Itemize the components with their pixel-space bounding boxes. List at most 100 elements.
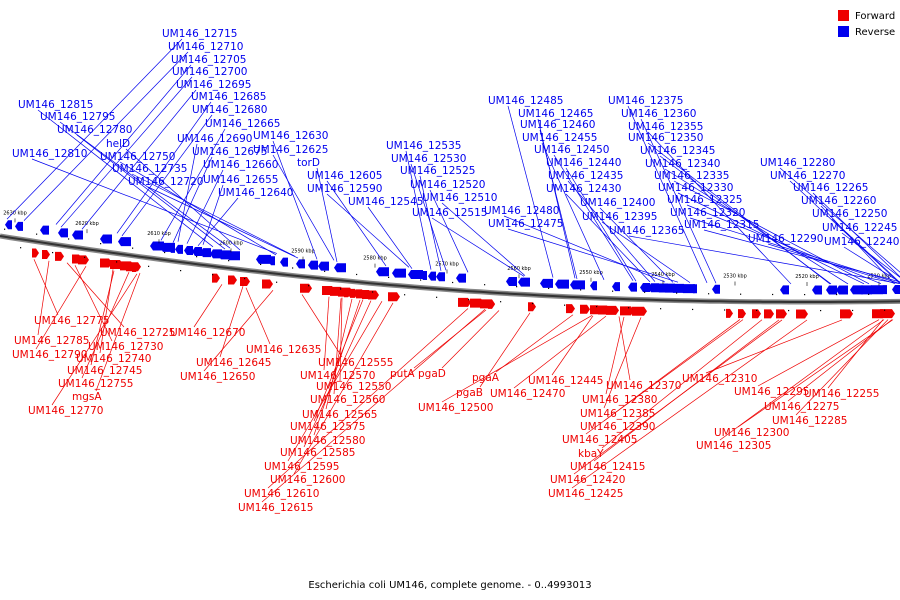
reverse-gene[interactable] [628,282,637,292]
reverse-gene-label[interactable]: UM146_12780 [57,124,132,136]
forward-gene-label[interactable]: UM146_12285 [772,415,847,427]
forward-gene-label[interactable]: UM146_12310 [682,373,757,385]
forward-gene-label[interactable]: UM146_12550 [316,381,391,393]
forward-gene-label[interactable]: UM146_12785 [14,335,89,347]
forward-gene[interactable] [300,283,312,293]
reverse-gene-label[interactable]: UM146_12720 [128,176,203,188]
forward-gene-label[interactable]: pgaA [472,372,500,384]
forward-gene[interactable] [344,288,351,298]
reverse-gene-label[interactable]: UM146_12480 [484,205,559,217]
reverse-gene[interactable] [200,248,211,258]
reverse-gene[interactable] [836,285,848,295]
forward-gene-label[interactable]: UM146_12390 [580,421,655,433]
reverse-gene[interactable] [168,243,175,253]
forward-gene[interactable] [566,304,575,314]
forward-gene-label[interactable]: UM146_12445 [528,375,603,387]
reverse-gene-label[interactable]: UM146_12330 [658,182,733,194]
forward-gene[interactable] [840,309,853,319]
reverse-gene[interactable] [150,241,164,251]
reverse-gene[interactable] [192,247,202,257]
reverse-gene[interactable] [540,278,553,288]
reverse-gene-label[interactable]: UM146_12265 [793,182,868,194]
forward-gene[interactable] [880,309,895,319]
reverse-gene[interactable] [812,285,822,295]
forward-gene[interactable] [580,304,590,314]
forward-gene[interactable] [55,251,64,261]
reverse-gene-label[interactable]: UM146_12485 [488,95,563,107]
reverse-gene-label[interactable]: UM146_12795 [40,111,115,123]
forward-gene-label[interactable]: UM146_12565 [302,409,377,421]
reverse-gene-label[interactable]: UM146_12245 [822,222,897,234]
reverse-gene-label[interactable]: UM146_12690 [177,133,252,145]
reverse-gene[interactable] [780,285,789,295]
forward-gene-label[interactable]: UM146_12255 [804,388,879,400]
reverse-gene-label[interactable]: UM146_12685 [191,91,266,103]
forward-gene-label[interactable]: UM146_12415 [570,461,645,473]
reverse-gene[interactable] [680,284,695,294]
forward-gene[interactable] [528,302,536,312]
reverse-gene-label[interactable]: UM146_12590 [307,183,382,195]
reverse-gene-label[interactable]: UM146_12605 [307,170,382,182]
reverse-gene[interactable] [880,285,887,295]
forward-gene-label[interactable]: UM146_12770 [28,405,103,417]
reverse-gene-label[interactable]: UM146_12705 [171,54,246,66]
reverse-gene-label[interactable]: UM146_12320 [670,207,745,219]
reverse-gene-label[interactable]: UM146_12665 [205,118,280,130]
forward-gene-label[interactable]: UM146_12600 [270,474,345,486]
forward-gene-label[interactable]: pgaD [418,368,446,380]
reverse-gene[interactable] [256,254,271,264]
forward-gene-label[interactable]: UM146_12555 [318,357,393,369]
reverse-gene-label[interactable]: UM146_12430 [546,183,621,195]
forward-gene-label[interactable]: UM146_12370 [606,380,681,392]
reverse-gene-label[interactable]: UM146_12810 [12,148,87,160]
reverse-gene-label[interactable]: UM146_12440 [546,157,621,169]
forward-gene[interactable] [606,305,619,315]
forward-gene[interactable] [132,263,139,273]
forward-gene-label[interactable]: UM146_12650 [180,371,255,383]
reverse-gene-label[interactable]: helD [106,138,130,150]
reverse-gene[interactable] [868,285,883,295]
reverse-gene[interactable] [570,280,585,290]
reverse-gene-label[interactable]: UM146_12460 [520,119,595,131]
reverse-gene-label[interactable]: UM146_12290 [748,233,823,245]
reverse-gene[interactable] [184,246,193,256]
reverse-gene[interactable] [518,277,530,287]
forward-gene[interactable] [726,308,733,318]
reverse-gene-label[interactable]: torD [297,157,320,169]
forward-gene[interactable] [488,299,495,309]
reverse-gene[interactable] [334,263,346,273]
forward-gene-label[interactable]: UM146_12635 [246,344,321,356]
reverse-gene[interactable] [318,261,329,271]
forward-gene-label[interactable]: UM146_12570 [300,370,375,382]
reverse-gene-label[interactable]: UM146_12715 [162,28,237,40]
forward-gene[interactable] [796,309,808,319]
reverse-gene[interactable] [590,281,597,291]
forward-gene-label[interactable]: UM146_12580 [290,435,365,447]
reverse-gene[interactable] [612,282,620,292]
forward-gene-label[interactable]: UM146_12745 [67,365,142,377]
reverse-gene[interactable] [58,228,68,238]
forward-gene-label[interactable]: UM146_12470 [490,388,565,400]
reverse-gene-label[interactable]: UM146_12750 [100,151,175,163]
reverse-gene-label[interactable]: UM146_12695 [176,79,251,91]
reverse-gene[interactable] [280,257,288,267]
forward-gene[interactable] [212,273,220,283]
reverse-gene-label[interactable]: UM146_12250 [812,208,887,220]
reverse-gene-label[interactable]: UM146_12335 [654,170,729,182]
reverse-gene[interactable] [15,221,23,231]
forward-gene-label[interactable]: mgsA [72,391,102,403]
reverse-gene-label[interactable]: UM146_12680 [192,104,267,116]
forward-gene-label[interactable]: UM146_12300 [714,427,789,439]
reverse-gene-label[interactable]: UM146_12640 [218,187,293,199]
reverse-gene[interactable] [392,268,406,278]
forward-gene[interactable] [262,279,273,289]
reverse-gene-label[interactable]: UM146_12655 [203,174,278,186]
reverse-gene[interactable] [506,276,517,286]
reverse-gene-label[interactable]: UM146_12530 [391,153,466,165]
reverse-gene-label[interactable]: UM146_12465 [518,108,593,120]
reverse-gene-label[interactable]: UM146_12660 [203,159,278,171]
forward-gene-label[interactable]: UM146_12305 [696,440,771,452]
reverse-gene[interactable] [118,237,131,247]
forward-gene-label[interactable]: UM146_12405 [562,434,637,446]
forward-gene-label[interactable]: UM146_12420 [550,474,625,486]
